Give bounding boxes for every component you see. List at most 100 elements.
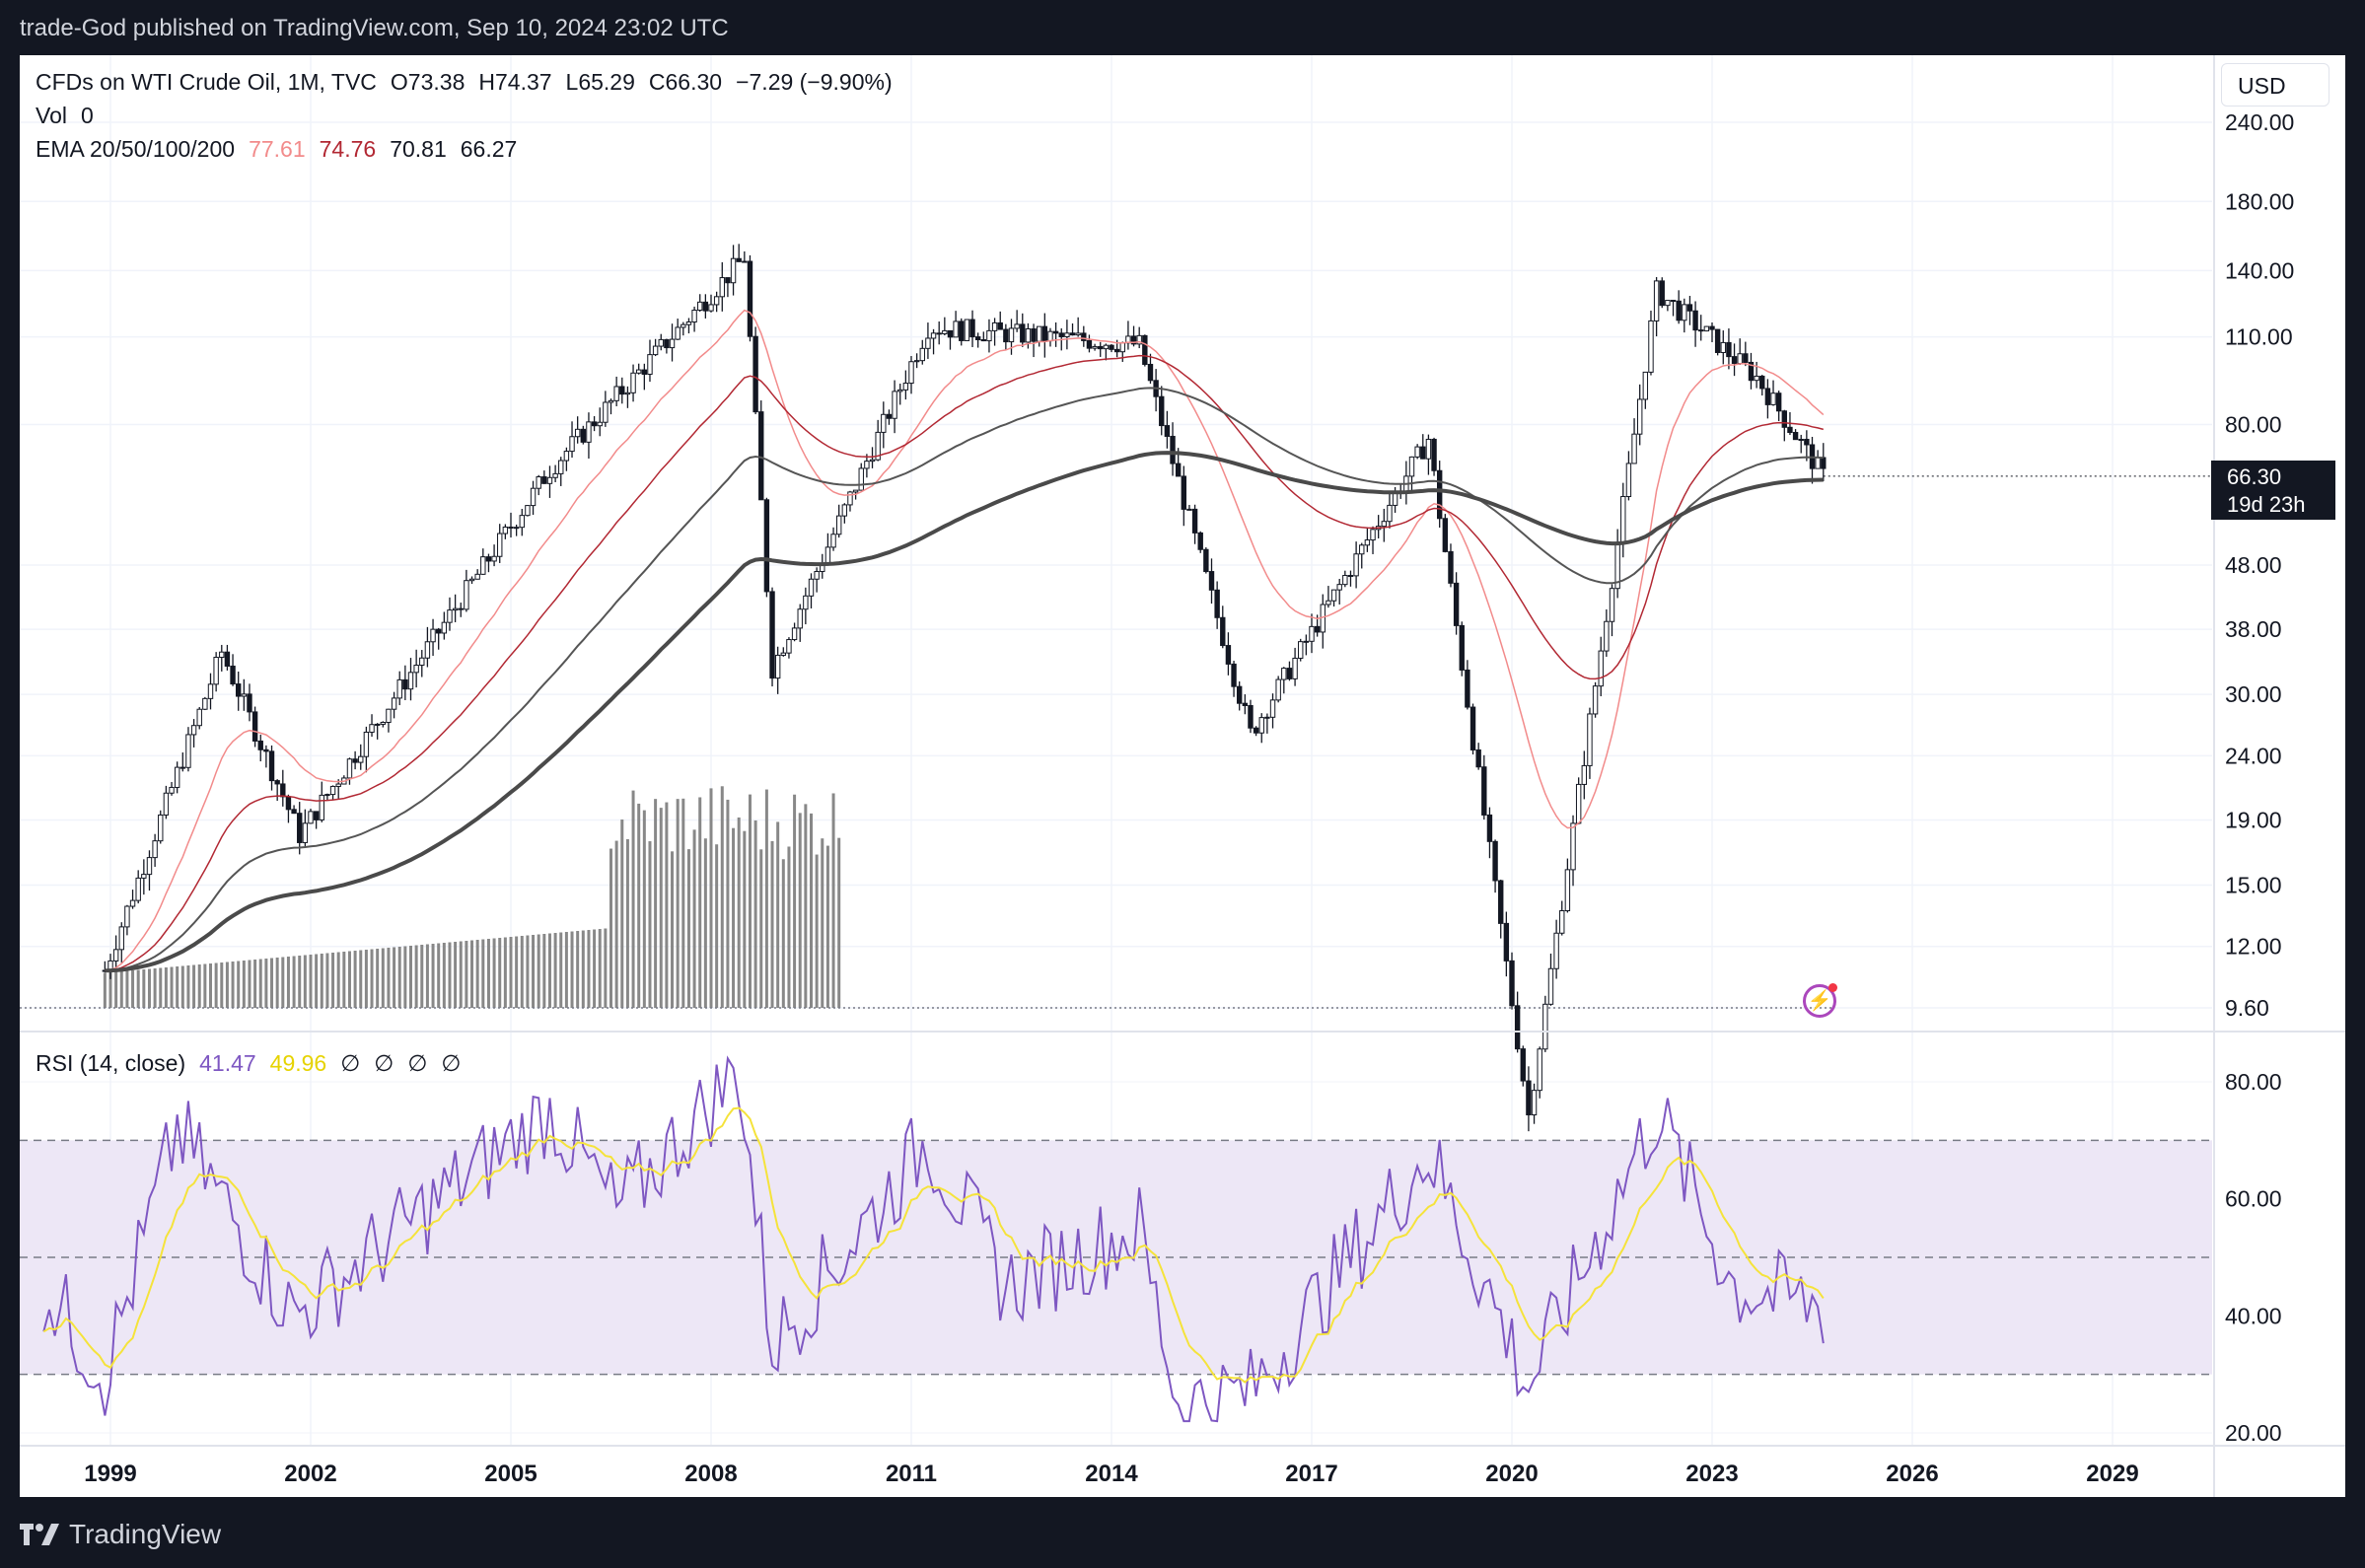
candle-body xyxy=(886,413,893,419)
volume-bar xyxy=(815,854,819,1008)
candle-body xyxy=(769,591,775,679)
candle-body xyxy=(1387,504,1393,523)
volume-bar xyxy=(698,797,702,1008)
volume-bar xyxy=(642,810,646,1008)
volume-bar xyxy=(108,972,112,1008)
candle-body xyxy=(263,748,269,752)
candle-body xyxy=(441,621,448,634)
price-tick-label: 38.00 xyxy=(2225,616,2282,642)
rsi-na-4: ∅ xyxy=(441,1050,462,1076)
volume-bar xyxy=(248,960,251,1008)
tradingview-logo-icon xyxy=(20,1524,59,1545)
chart-frame[interactable]: 240.00 180.00 140.00 110.00 80.00 48.00 38.00 3… xyxy=(20,55,2345,1497)
candle-body xyxy=(141,874,147,879)
candle-body xyxy=(913,360,920,363)
candle-body xyxy=(1370,529,1376,541)
candle-body xyxy=(1242,702,1249,706)
candle-body xyxy=(1159,395,1165,427)
volume-bar xyxy=(119,971,123,1008)
volume-bar xyxy=(748,794,752,1008)
candle-body xyxy=(480,556,486,575)
candle-body xyxy=(1531,1090,1538,1115)
ohlc-low: L65.29 xyxy=(565,69,635,95)
price-tick-label: 24.00 xyxy=(2225,743,2282,768)
candle-body xyxy=(118,926,124,951)
candle-body xyxy=(652,345,659,356)
candle-body xyxy=(1676,300,1682,321)
volume-bar xyxy=(336,952,340,1008)
candle-body xyxy=(1208,571,1215,591)
volume-bar xyxy=(437,943,441,1008)
vol-value: 0 xyxy=(80,103,94,128)
volume-bar xyxy=(659,808,663,1008)
candle-body xyxy=(335,783,341,787)
candle-body xyxy=(1170,435,1176,464)
volume-bar xyxy=(637,803,641,1008)
candle-body xyxy=(508,526,514,529)
volume-bar xyxy=(203,963,207,1008)
candle-body xyxy=(875,431,881,461)
candle-body xyxy=(1330,589,1337,602)
candle-body xyxy=(786,639,792,654)
candle-body xyxy=(708,304,714,312)
candle-body xyxy=(1003,328,1009,343)
volume-bar xyxy=(665,802,669,1008)
price-tick-label: 140.00 xyxy=(2225,257,2294,283)
tradingview-logo[interactable]: TradingView xyxy=(20,1519,221,1550)
volume-bar xyxy=(503,937,507,1008)
candle-body xyxy=(536,476,541,489)
candle-body xyxy=(274,780,280,785)
candle-body xyxy=(419,657,425,667)
candle-body xyxy=(219,651,225,659)
volume-bar xyxy=(192,964,196,1008)
alert-icon[interactable]: ⚡ xyxy=(1803,983,1837,1018)
ema-label: EMA 20/50/100/200 xyxy=(36,136,236,162)
volume-bar xyxy=(576,931,580,1008)
candle-body xyxy=(997,321,1003,330)
candle-body xyxy=(747,260,753,337)
candle-body xyxy=(1714,328,1721,353)
candle-body xyxy=(1442,518,1449,552)
brand-name: TradingView xyxy=(69,1519,222,1549)
publish-header: trade-God published on TradingView.com, … xyxy=(0,0,2365,55)
candle-body xyxy=(902,383,909,391)
candle-body xyxy=(1081,332,1087,341)
volume-bar xyxy=(159,967,163,1008)
candle-body xyxy=(591,421,598,427)
volume-bar xyxy=(214,962,218,1008)
candle-body xyxy=(964,319,970,341)
candle-body xyxy=(1220,616,1226,647)
candle-body xyxy=(1408,456,1415,477)
volume-bar xyxy=(258,959,262,1008)
candle-body xyxy=(257,740,263,750)
volume-bar xyxy=(253,960,257,1008)
candle-body xyxy=(1631,433,1637,464)
volume-bar xyxy=(376,949,380,1008)
candle-body xyxy=(1036,325,1042,342)
volume-bar xyxy=(542,934,546,1008)
rsi-line xyxy=(42,1055,1825,1423)
candle-body xyxy=(1342,575,1348,586)
candle-body xyxy=(930,332,937,339)
candle-body xyxy=(691,310,697,323)
rsi-value: 41.47 xyxy=(199,1050,256,1076)
volume-bar xyxy=(465,941,468,1008)
candle-body xyxy=(1453,582,1460,626)
candle-body xyxy=(1787,426,1793,434)
chart-canvas[interactable]: 240.00 180.00 140.00 110.00 80.00 48.00 38.00 3… xyxy=(20,55,2345,1497)
candle-body xyxy=(1197,532,1203,550)
ema100-value: 70.81 xyxy=(390,136,447,162)
candle-body xyxy=(230,665,236,685)
candle-body xyxy=(129,899,136,907)
candle-body xyxy=(546,476,553,484)
candle-body xyxy=(1726,341,1732,358)
currency-button[interactable]: USD xyxy=(2221,63,2329,107)
candle-body xyxy=(308,811,314,824)
rsi-na-3: ∅ xyxy=(407,1050,428,1076)
candle-body xyxy=(1775,392,1782,412)
candle-body xyxy=(1052,330,1059,334)
time-tick-label: 2011 xyxy=(886,1461,937,1487)
candle-body xyxy=(669,338,676,349)
candle-body xyxy=(1292,657,1298,679)
candle-body xyxy=(1364,539,1371,546)
